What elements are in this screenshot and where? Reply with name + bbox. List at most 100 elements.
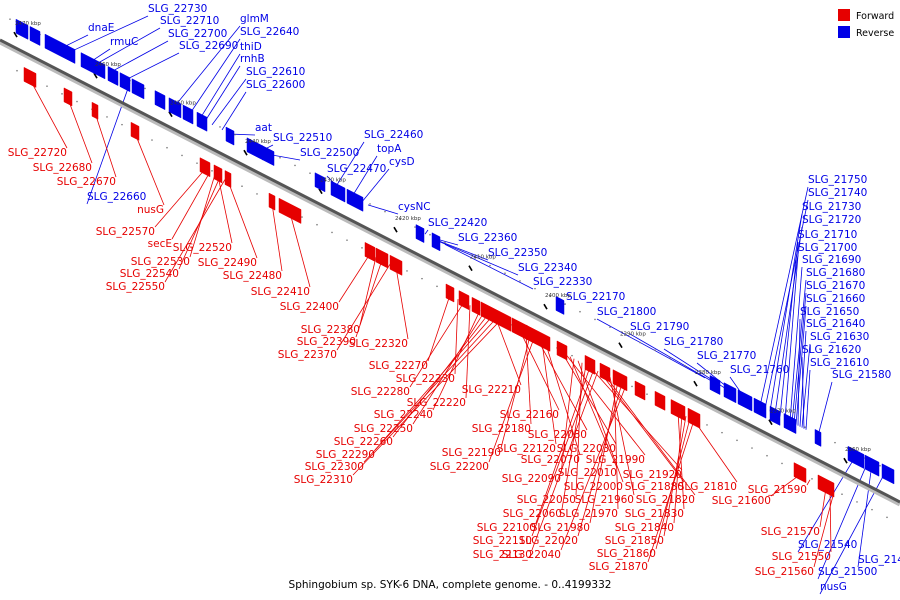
tick-label: 2360 kbp xyxy=(845,447,871,453)
label-leader-line xyxy=(797,318,801,426)
label-leader-line xyxy=(109,40,169,73)
tick-label: 2430 kbp xyxy=(320,178,346,184)
gene-label: SLG_22240 xyxy=(374,409,433,421)
reverse-gene xyxy=(131,78,145,100)
label-leader-line xyxy=(797,455,857,553)
reverse-gene xyxy=(769,405,781,426)
gene-label: SLG_22360 xyxy=(458,232,517,244)
label-leader-line xyxy=(174,25,241,107)
label-leader-line xyxy=(367,204,399,215)
label-leader-line xyxy=(569,356,618,469)
label-leader-line xyxy=(94,112,117,178)
gene-label: SLG_22290 xyxy=(316,449,375,461)
guide-dot xyxy=(331,231,333,234)
guide-dot xyxy=(181,154,183,157)
forward-gene xyxy=(670,399,686,422)
reverse-gene xyxy=(555,296,565,315)
gene-label: SLG_22460 xyxy=(364,129,423,141)
reverse-gene xyxy=(814,428,822,447)
gene-label: SLG_22690 xyxy=(179,40,238,52)
tick-label: 2460 kbp xyxy=(95,62,121,68)
label-leader-line xyxy=(561,352,617,445)
gene-label: SLG_22050 xyxy=(517,494,576,506)
guide-dot xyxy=(609,326,611,328)
gene-label: SLG_21690 xyxy=(802,254,861,266)
tick-label: 2380 kbp xyxy=(695,370,721,376)
gene-label: cysNC xyxy=(398,201,431,213)
backbone-shadow xyxy=(0,39,900,507)
gene-label: SLG_21870 xyxy=(589,561,648,573)
gene-label: SLG_21650 xyxy=(800,306,859,318)
gene-label: SLG_22490 xyxy=(198,257,257,269)
gene-label: SLG_21820 xyxy=(636,494,695,506)
reverse-gene xyxy=(80,52,96,75)
guide-dot xyxy=(721,431,723,434)
label-leader-line xyxy=(784,254,799,419)
gene-label: SLG_21860 xyxy=(597,548,656,560)
label-leader-line xyxy=(793,292,807,424)
guide-dot xyxy=(781,462,783,465)
guide-dot xyxy=(294,164,296,167)
label-leader-line xyxy=(759,186,809,407)
tick-mark xyxy=(768,419,773,426)
legend: Forward Reverse xyxy=(838,9,894,39)
label-leader-line xyxy=(424,229,429,235)
guide-dot xyxy=(369,203,371,205)
gene-label: SLG_22540 xyxy=(120,268,179,280)
label-leader-line xyxy=(67,98,93,164)
guide-dot xyxy=(9,18,11,20)
gene-label: SLG_21970 xyxy=(559,508,618,520)
label-leader-line xyxy=(69,15,149,53)
tick-mark xyxy=(393,226,398,233)
label-leader-line xyxy=(334,141,365,189)
guide-dot xyxy=(421,277,423,280)
guide-dot xyxy=(384,210,386,213)
label-leader-line xyxy=(395,267,409,340)
forward-gene xyxy=(511,317,529,341)
gene-label: SLG_21640 xyxy=(806,318,865,330)
gene-label: secE xyxy=(148,238,172,250)
guide-dot xyxy=(841,493,843,496)
gene-label: SLG_21750 xyxy=(808,174,867,186)
guide-dot xyxy=(106,116,108,118)
gene-label: SLG_22550 xyxy=(106,281,165,293)
legend-swatch-forward xyxy=(838,9,850,21)
label-leader-line xyxy=(374,316,493,451)
gene-label: SLG_22710 xyxy=(160,15,219,27)
reverse-gene xyxy=(847,445,865,469)
forward-gene xyxy=(91,101,99,120)
gene-label: SLG_21560 xyxy=(755,566,814,578)
guide-dot xyxy=(631,385,633,388)
gene-label: SLG_21490 xyxy=(858,554,900,566)
gene-label: SLG_21830 xyxy=(625,508,684,520)
label-leader-line xyxy=(221,91,247,131)
forward-gene xyxy=(389,254,403,276)
legend-swatch-reverse xyxy=(838,26,850,38)
label-leader-line xyxy=(779,241,799,417)
guide-dot xyxy=(474,257,476,259)
gene-label: SLG_22400 xyxy=(280,301,339,313)
forward-gene xyxy=(23,66,37,88)
gene-label: nusG xyxy=(820,581,847,593)
label-leader-line xyxy=(693,420,738,483)
guide-dot xyxy=(241,185,243,188)
label-leader-line xyxy=(171,171,211,240)
forward-gene xyxy=(63,87,73,107)
gene-label: SLG_22370 xyxy=(278,349,337,361)
forward-gene xyxy=(817,474,835,498)
label-leader-line xyxy=(227,180,258,259)
legend-label-forward: Forward xyxy=(856,11,894,22)
forward-gene xyxy=(445,283,455,303)
guide-dot xyxy=(309,172,311,174)
guide-dot xyxy=(489,264,491,267)
legend-label-reverse: Reverse xyxy=(856,28,894,39)
tick-mark xyxy=(13,31,18,38)
gene-label: SLG_22160 xyxy=(500,409,559,421)
guide-dot xyxy=(751,447,753,449)
reverse-gene xyxy=(314,172,326,193)
gene-label: SLG_22330 xyxy=(533,276,592,288)
reverse-gene xyxy=(431,232,441,252)
guide-dot xyxy=(166,146,168,149)
tick-label: 2470 kbp xyxy=(15,21,41,27)
reverse-gene xyxy=(15,18,29,40)
